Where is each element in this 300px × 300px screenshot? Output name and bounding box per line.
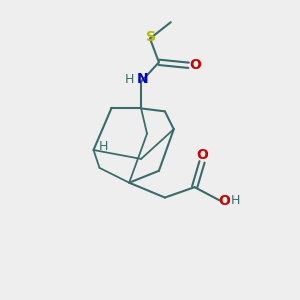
Text: H: H	[231, 194, 240, 207]
Text: O: O	[196, 148, 208, 162]
Text: O: O	[218, 194, 230, 208]
Text: O: O	[189, 58, 201, 72]
Text: H: H	[125, 73, 134, 86]
Text: N: N	[137, 72, 148, 86]
Text: H: H	[99, 140, 109, 153]
Text: S: S	[146, 30, 156, 44]
